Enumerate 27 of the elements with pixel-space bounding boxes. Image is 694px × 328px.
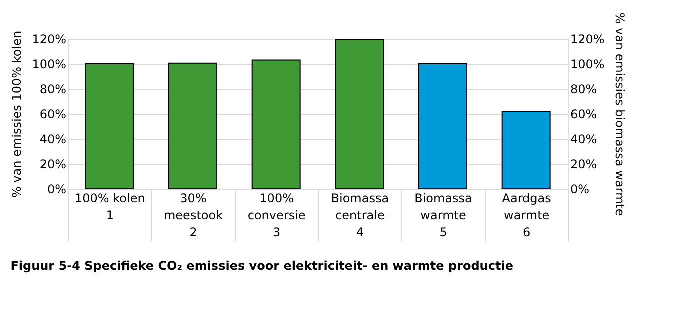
bar [85, 64, 134, 190]
x-tick-label: 100% kolen 1 [75, 192, 146, 222]
y-tick-label: 100% [32, 58, 66, 72]
y2-axis-title: % van emissies biomassa warmte [612, 12, 627, 216]
x-tick-label: Biomassa warmte 5 [414, 192, 472, 240]
y-tick-label: 120% [32, 32, 66, 46]
x-tick-label: 100% conversie 3 [248, 192, 306, 240]
text: Figuur 5-4 Specifieke CO₂ emissies voor elektriciteit- en warmte productie [10, 259, 514, 273]
bar [252, 60, 301, 190]
y-tick-label: 0% [47, 182, 66, 196]
y2-tick-label: 100% [570, 58, 605, 72]
y-tick-label: 80% [40, 82, 66, 96]
y-tick-label: 60% [40, 108, 66, 122]
y2-tick-label: 40% [570, 132, 598, 146]
y-axis-title: % van emissies 100% kolen [10, 30, 24, 198]
x-tick-label: Aardgas warmte 6 [502, 192, 552, 240]
y2-tick-label: 80% [570, 82, 598, 96]
y2-tick-label: 20% [570, 158, 598, 172]
y2-tick-label: 0% [570, 182, 590, 196]
bar [168, 62, 218, 190]
x-tick-label: Biomassa centrale 4 [331, 192, 390, 240]
y-tick-label: 40% [40, 132, 66, 146]
y2-tick-label: 120% [570, 32, 605, 46]
y2-tick-label: 60% [570, 108, 598, 122]
bar [335, 39, 384, 190]
x-tick-label: 30% meestook 2 [164, 192, 224, 240]
y-tick-label: 20% [40, 158, 66, 172]
